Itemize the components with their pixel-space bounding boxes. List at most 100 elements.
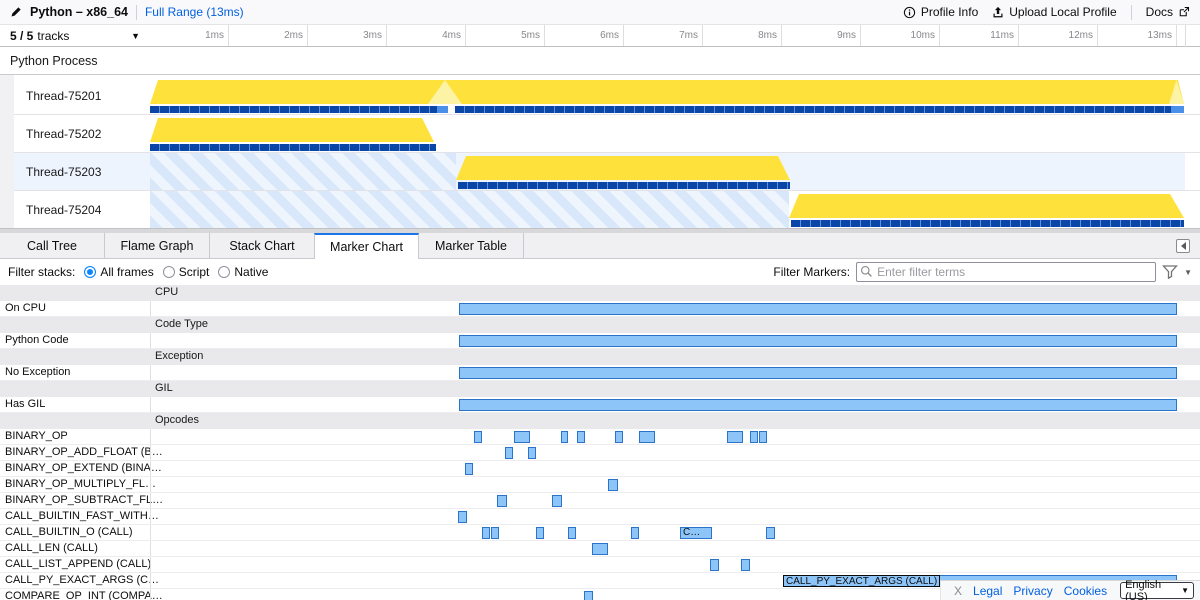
marker-bar[interactable] bbox=[750, 431, 758, 443]
marker-bar[interactable] bbox=[459, 303, 1177, 315]
time-ruler[interactable]: 1ms 2ms 3ms 4ms 5ms 6ms 7ms 8ms 9ms 10ms 11ms 12ms 1… bbox=[150, 25, 1185, 46]
footer-link-cookies[interactable]: Cookies bbox=[1063, 583, 1108, 598]
marker-row[interactable]: BINARY_OP_EXTEND (BINA… bbox=[0, 461, 1200, 477]
marker-bar[interactable] bbox=[631, 527, 639, 539]
marker-row[interactable]: CALL_BUILTIN_FAST_WITH… bbox=[0, 509, 1200, 525]
marker-row[interactable]: CALL_LIST_APPEND (CALL) bbox=[0, 557, 1200, 573]
pencil-icon[interactable] bbox=[10, 6, 22, 18]
marker-bar[interactable] bbox=[459, 335, 1177, 347]
marker-bar[interactable] bbox=[459, 399, 1177, 411]
track-label[interactable]: Thread-75202 bbox=[26, 126, 102, 141]
top-bar: Python – x86_64 Full Range (13ms) Profil… bbox=[0, 0, 1200, 25]
marker-bar[interactable] bbox=[568, 527, 576, 539]
track-label[interactable]: Thread-75204 bbox=[26, 202, 102, 217]
activity-graph bbox=[456, 156, 790, 180]
marker-row[interactable]: Has GIL bbox=[0, 397, 1200, 413]
language-value: English (US) bbox=[1125, 578, 1162, 600]
marker-row[interactable]: On CPU bbox=[0, 301, 1200, 317]
marker-row[interactable]: Python Code bbox=[0, 333, 1200, 349]
ruler-tick: 13ms bbox=[1098, 25, 1177, 46]
marker-row[interactable]: BINARY_OP_MULTIPLY_FL… bbox=[0, 477, 1200, 493]
marker-row[interactable]: BINARY_OP_SUBTRACT_FL… bbox=[0, 493, 1200, 509]
track-label[interactable]: Thread-75201 bbox=[26, 88, 102, 103]
marker-row[interactable]: CALL_LEN (CALL) bbox=[0, 541, 1200, 557]
panel-tab-bar: Call Tree Flame Graph Stack Chart Marker Ch… bbox=[0, 233, 1200, 259]
marker-row[interactable]: CALL_BUILTIN_O (CALL) C… bbox=[0, 525, 1200, 541]
marker-strip bbox=[455, 106, 1171, 113]
footer-close-button[interactable]: X bbox=[954, 583, 963, 598]
track-row[interactable]: Thread-75201 bbox=[14, 77, 1200, 115]
track-canvas[interactable] bbox=[150, 153, 1185, 190]
upload-profile-button[interactable]: Upload Local Profile bbox=[992, 5, 1117, 19]
activity-graph bbox=[150, 80, 1184, 104]
tab-call-tree[interactable]: Call Tree bbox=[0, 233, 105, 258]
ruler-tick: 2ms bbox=[229, 25, 308, 46]
marker-filter-input[interactable] bbox=[856, 262, 1157, 282]
marker-bar-label: C… bbox=[683, 527, 701, 538]
ruler-tick: 4ms bbox=[387, 25, 466, 46]
external-link-icon bbox=[1178, 6, 1190, 18]
track-canvas[interactable] bbox=[150, 115, 1185, 152]
marker-bar[interactable] bbox=[615, 431, 623, 443]
chevron-down-icon: ▼ bbox=[131, 30, 140, 41]
idle-stripes bbox=[150, 191, 789, 228]
sidebar-toggle-button[interactable] bbox=[1176, 239, 1190, 253]
tracks-dropdown[interactable]: 5 / 5 tracks ▼ bbox=[10, 28, 140, 43]
language-select[interactable]: English (US) ▼ bbox=[1120, 578, 1195, 600]
marker-bar[interactable] bbox=[727, 431, 743, 443]
marker-bar[interactable] bbox=[528, 447, 536, 459]
radio-all-frames[interactable]: All frames bbox=[84, 265, 154, 279]
marker-bar[interactable]: C… bbox=[680, 527, 712, 539]
track-canvas[interactable] bbox=[150, 191, 1185, 228]
marker-bar[interactable] bbox=[474, 431, 482, 443]
column-divider bbox=[150, 333, 151, 348]
marker-bar[interactable] bbox=[584, 591, 593, 600]
marker-bar[interactable] bbox=[577, 431, 585, 443]
marker-bar[interactable] bbox=[491, 527, 499, 539]
tab-flame-graph[interactable]: Flame Graph bbox=[105, 233, 210, 258]
marker-bar[interactable] bbox=[561, 431, 568, 443]
divider bbox=[1130, 4, 1132, 20]
marker-bar[interactable] bbox=[759, 431, 767, 443]
track-row[interactable]: Thread-75202 bbox=[14, 115, 1200, 153]
marker-row[interactable]: BINARY_OP bbox=[0, 429, 1200, 445]
marker-row-label: BINARY_OP bbox=[5, 430, 68, 442]
marker-row[interactable]: No Exception bbox=[0, 365, 1200, 381]
tab-stack-chart[interactable]: Stack Chart bbox=[210, 233, 315, 258]
marker-bar[interactable] bbox=[497, 495, 507, 507]
tab-marker-table[interactable]: Marker Table bbox=[419, 233, 524, 258]
footer-link-privacy[interactable]: Privacy bbox=[1013, 583, 1053, 598]
track-row[interactable]: Thread-75203 bbox=[14, 153, 1200, 191]
marker-row[interactable]: COMPARE_OP_INT (COMPA… bbox=[0, 589, 1200, 600]
marker-row[interactable]: BINARY_OP_ADD_FLOAT (B… bbox=[0, 445, 1200, 461]
track-canvas[interactable] bbox=[150, 77, 1185, 114]
marker-bar[interactable] bbox=[710, 559, 719, 571]
marker-bar[interactable] bbox=[505, 447, 513, 459]
marker-bar[interactable] bbox=[536, 527, 544, 539]
funnel-icon[interactable] bbox=[1162, 265, 1179, 279]
marker-strip bbox=[458, 182, 790, 189]
track-row[interactable]: Thread-75204 bbox=[14, 191, 1200, 228]
chevron-down-icon[interactable]: ▼ bbox=[1184, 267, 1192, 277]
marker-bar[interactable] bbox=[482, 527, 490, 539]
marker-bar[interactable] bbox=[608, 479, 618, 491]
marker-bar[interactable] bbox=[514, 431, 530, 443]
marker-bar[interactable] bbox=[592, 543, 608, 555]
footer-link-legal[interactable]: Legal bbox=[973, 583, 1003, 598]
process-header[interactable]: Python Process bbox=[0, 47, 1200, 75]
tab-marker-chart[interactable]: Marker Chart bbox=[314, 233, 419, 259]
panel-splitter[interactable] bbox=[0, 228, 1200, 233]
profile-info-button[interactable]: Profile Info bbox=[903, 5, 978, 19]
marker-bar[interactable] bbox=[639, 431, 655, 443]
marker-bar[interactable] bbox=[766, 527, 775, 539]
docs-button[interactable]: Docs bbox=[1146, 5, 1190, 19]
full-range-button[interactable]: Full Range (13ms) bbox=[144, 5, 244, 19]
marker-bar[interactable] bbox=[465, 463, 473, 475]
marker-bar[interactable] bbox=[458, 511, 467, 523]
track-label[interactable]: Thread-75203 bbox=[14, 153, 150, 190]
radio-script[interactable]: Script bbox=[162, 265, 209, 279]
radio-native[interactable]: Native bbox=[218, 265, 268, 279]
marker-bar[interactable] bbox=[552, 495, 562, 507]
marker-bar[interactable] bbox=[459, 367, 1177, 379]
marker-bar[interactable] bbox=[741, 559, 750, 571]
